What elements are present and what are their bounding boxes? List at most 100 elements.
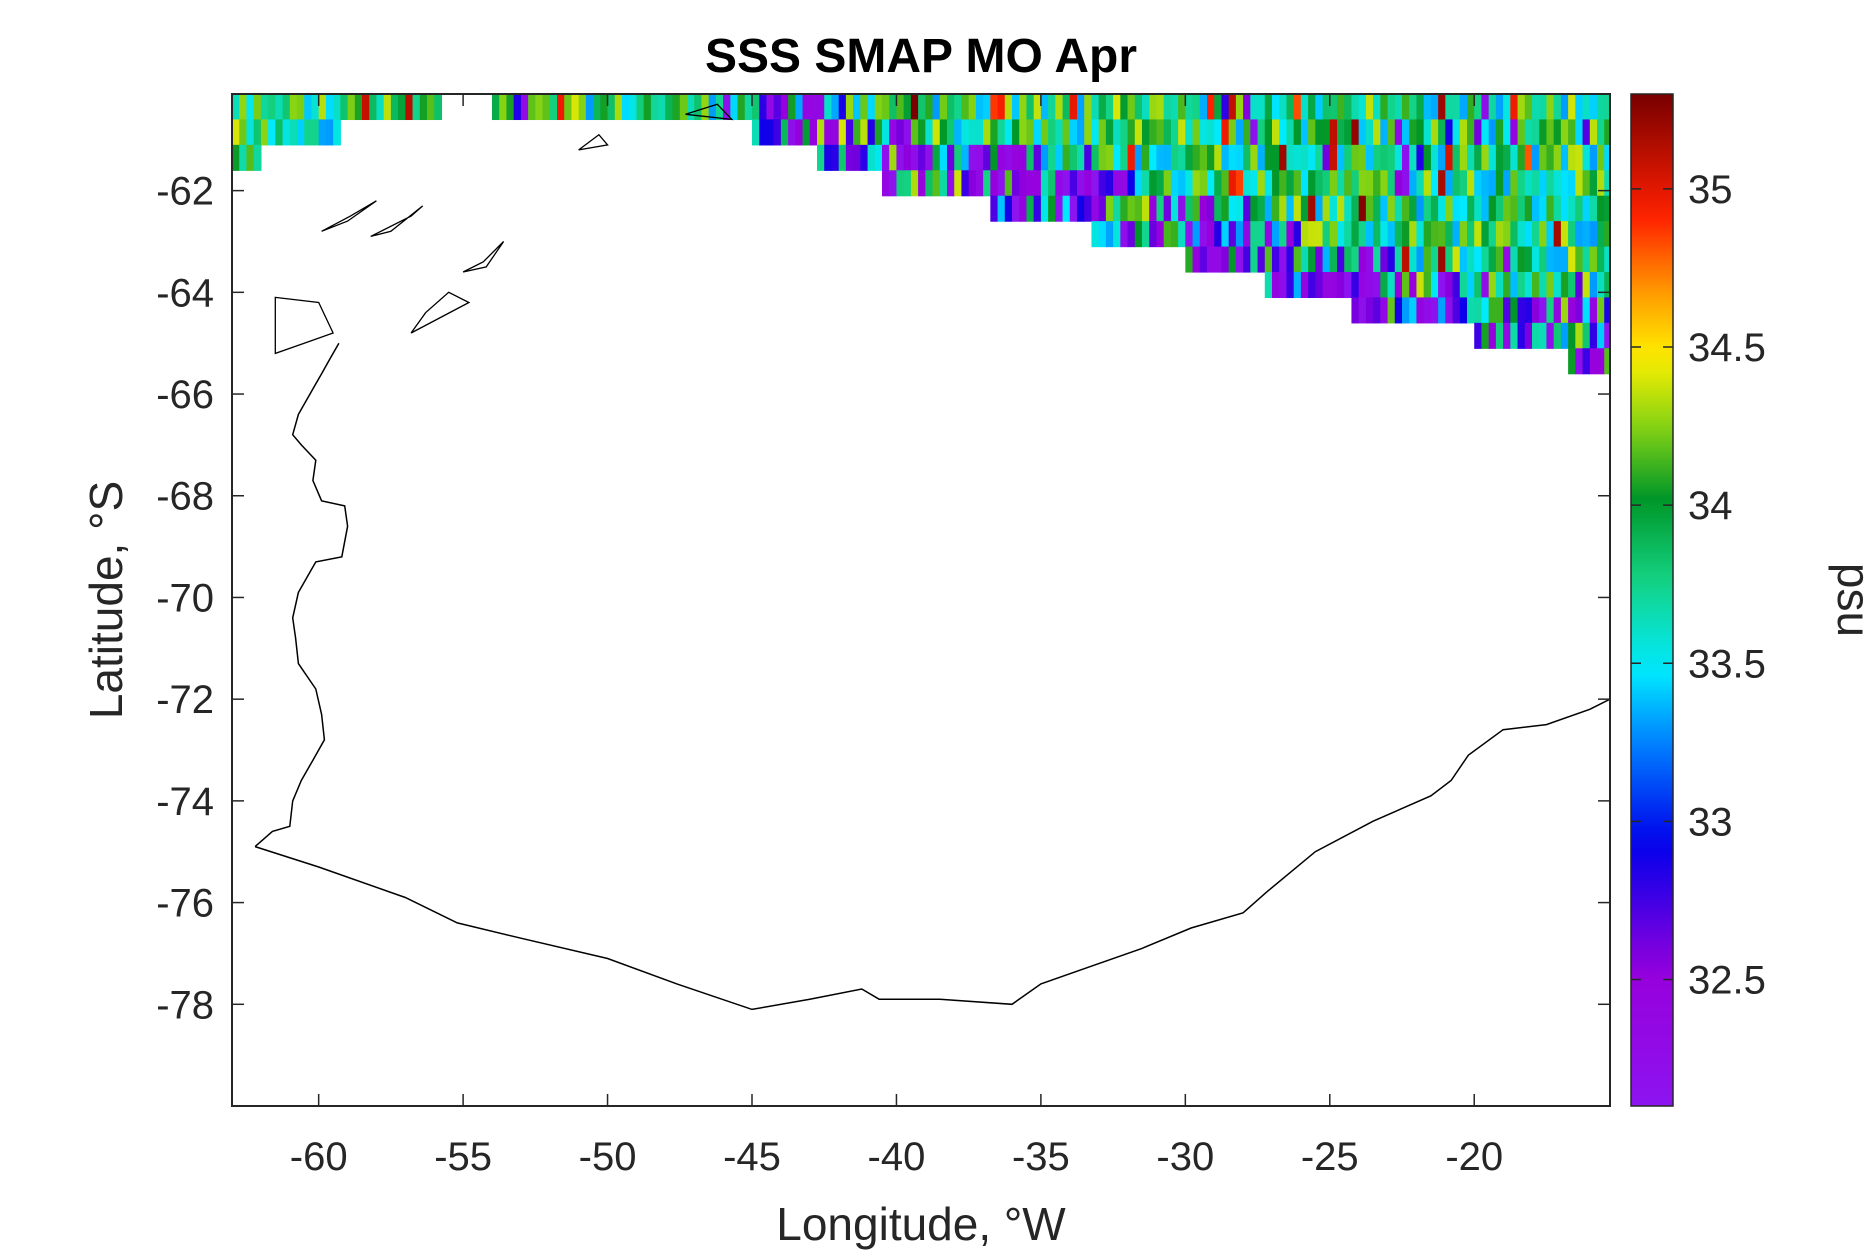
salinity-cell [1495,170,1504,197]
salinity-cell [1517,195,1526,222]
salinity-cell [1402,271,1410,299]
salinity-cell [1430,170,1439,197]
salinity-cell [1604,348,1610,375]
salinity-cell [896,94,905,121]
salinity-cell [1178,221,1186,248]
salinity-cell [1105,119,1114,146]
salinity-cell [1365,144,1374,171]
salinity-cell [1387,195,1396,222]
salinity-cell [1091,195,1100,222]
salinity-cell [1582,170,1591,197]
salinity-cell [737,94,746,121]
salinity-cell [1004,144,1013,171]
salinity-cell [860,119,869,146]
salinity-cell [1308,144,1316,171]
salinity-cell [1459,246,1468,273]
salinity-cell [1344,221,1353,248]
salinity-cell [1098,144,1107,171]
salinity-cell [1134,221,1143,248]
salinity-cell [1560,322,1569,349]
salinity-cell [1589,94,1598,121]
salinity-cell [1423,144,1432,171]
salinity-cell [1503,221,1511,248]
salinity-cell [795,119,804,146]
salinity-cell [1604,297,1610,324]
salinity-cell [1091,119,1100,146]
salinity-cell [1524,221,1533,248]
salinity-cell [1272,195,1280,222]
salinity-cell [1351,221,1360,248]
salinity-cell [1524,322,1533,349]
salinity-cell [1228,119,1237,146]
colorbar-tick-label: 32.5 [1688,959,1766,1003]
salinity-cell [506,94,515,121]
salinity-cell [1467,246,1475,273]
salinity-cell [297,119,305,146]
salinity-cell [1300,119,1309,146]
salinity-cell [1597,119,1605,146]
salinity-cell [1012,195,1020,222]
salinity-cell [1098,170,1107,197]
salinity-cell [1474,271,1483,299]
salinity-cell [1221,170,1230,197]
salinity-cell [1423,170,1432,197]
salinity-cell [1308,170,1316,197]
salinity-cell [492,94,500,121]
salinity-cell [1019,195,1028,222]
salinity-cell [1553,297,1562,324]
salinity-cell [990,119,999,146]
salinity-cell [1467,195,1475,222]
salinity-cell [1113,221,1121,248]
salinity-cell [1452,94,1461,121]
salinity-cell [1315,144,1324,171]
salinity-cell [1272,119,1280,146]
salinity-cell [1185,221,1194,248]
salinity-cell [1228,195,1237,222]
salinity-cell [1575,271,1584,299]
salinity-cell [1337,144,1345,171]
salinity-cell [1488,195,1497,222]
salinity-cell [1495,144,1504,171]
salinity-cell [1560,195,1569,222]
salinity-cell [1409,170,1418,197]
salinity-cell [1134,144,1143,171]
salinity-cell [874,94,883,121]
salinity-cell [1105,144,1114,171]
salinity-cell [1113,94,1121,121]
salinity-cell [1178,119,1186,146]
salinity-cell [1474,144,1483,171]
salinity-cell [362,94,370,121]
salinity-cell [1308,119,1316,146]
salinity-cell [1207,246,1215,273]
salinity-cell [1575,144,1584,171]
salinity-cell [585,94,594,121]
salinity-cell [1394,221,1403,248]
salinity-cell [1329,246,1338,273]
salinity-cell [1560,271,1569,299]
salinity-cell [1510,246,1519,273]
salinity-cell [260,119,269,146]
salinity-cell [1373,195,1381,222]
salinity-cell [614,94,623,121]
salinity-cell [1423,246,1432,273]
salinity-cell [1221,221,1230,248]
salinity-cell [405,94,414,121]
salinity-cell [1546,119,1555,146]
salinity-cell [1423,119,1432,146]
chart-title: SSS SMAP MO Apr [705,30,1137,83]
salinity-cell [1286,170,1295,197]
coastline-island [274,296,334,355]
salinity-cell [427,94,435,121]
salinity-cell [1192,221,1201,248]
salinity-cell [1532,94,1540,121]
salinity-cell [990,94,999,121]
salinity-cell [246,94,255,121]
salinity-cell [1207,144,1215,171]
salinity-cell [1322,119,1331,146]
salinity-cell [1532,246,1540,273]
salinity-cell [1380,119,1389,146]
salinity-cell [347,94,356,121]
salinity-cell [1365,94,1374,121]
salinity-cell [1488,144,1497,171]
salinity-cell [1077,144,1085,171]
